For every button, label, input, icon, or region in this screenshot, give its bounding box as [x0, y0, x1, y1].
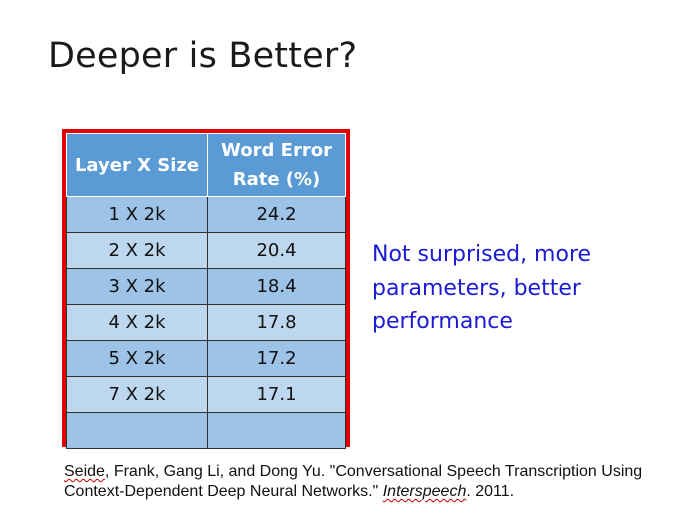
cell-layer-size: 1 X 2k — [66, 196, 208, 233]
table-header-row: Layer X Size Word Error Rate (%) — [66, 133, 346, 197]
citation: Seide, Frank, Gang Li, and Dong Yu. "Con… — [64, 462, 684, 502]
citation-author-first: Seide — [64, 463, 105, 480]
cell-word-error-rate: 24.2 — [207, 196, 346, 233]
header-layer-size: Layer X Size — [66, 133, 208, 197]
cell-layer-size: 2 X 2k — [66, 232, 208, 269]
table-row: 7 X 2k 17.1 — [66, 376, 346, 413]
cell-layer-size: 5 X 2k — [66, 340, 208, 377]
table-row: 5 X 2k 17.2 — [66, 340, 346, 377]
cell-word-error-rate: 17.1 — [207, 376, 346, 413]
table-row-empty — [66, 412, 346, 449]
cell-layer-size: 7 X 2k — [66, 376, 208, 413]
cell-word-error-rate: 18.4 — [207, 268, 346, 305]
annotation-note: Not surprised, more parameters, better p… — [372, 242, 592, 334]
header-word-error-rate: Word Error Rate (%) — [207, 133, 346, 197]
citation-text-2: . 2011. — [466, 483, 515, 500]
table-row: 4 X 2k 17.8 — [66, 304, 346, 341]
cell-word-error-rate — [207, 412, 346, 449]
table-row: 2 X 2k 20.4 — [66, 232, 346, 269]
table-row: 1 X 2k 24.2 — [66, 196, 346, 233]
results-table: Layer X Size Word Error Rate (%) 1 X 2k … — [66, 133, 346, 449]
citation-text-1: , Frank, Gang Li, and Dong Yu. "Conversa… — [64, 463, 643, 500]
table-row: 3 X 2k 18.4 — [66, 268, 346, 305]
cell-layer-size: 4 X 2k — [66, 304, 208, 341]
cell-word-error-rate: 17.8 — [207, 304, 346, 341]
cell-layer-size: 3 X 2k — [66, 268, 208, 305]
cell-word-error-rate: 20.4 — [207, 232, 346, 269]
cell-layer-size — [66, 412, 208, 449]
slide-title: Deeper is Better? — [48, 36, 358, 76]
results-table-frame: Layer X Size Word Error Rate (%) 1 X 2k … — [62, 129, 350, 449]
citation-venue: Interspeech — [382, 483, 467, 500]
cell-word-error-rate: 17.2 — [207, 340, 346, 377]
